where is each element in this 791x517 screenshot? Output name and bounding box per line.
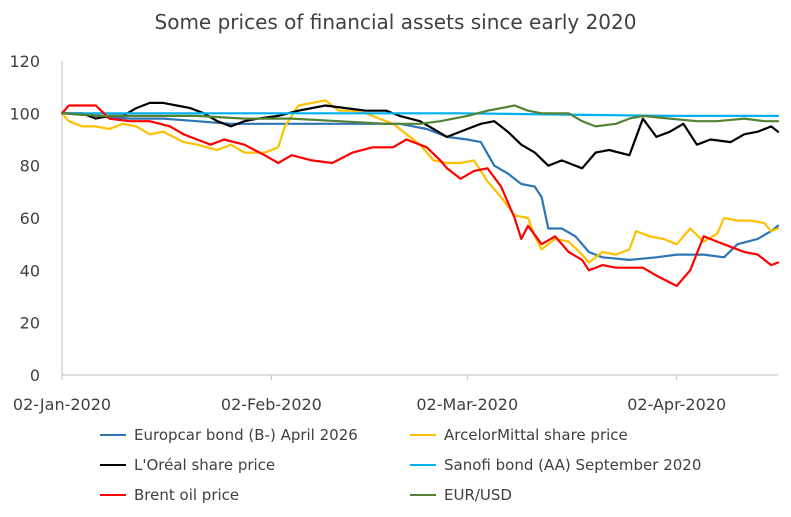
legend-swatch <box>410 434 436 436</box>
y-tick-label: 40 <box>20 261 40 280</box>
y-tick-label: 0 <box>30 366 40 385</box>
series-line-2 <box>60 99 780 264</box>
legend-item: Europcar bond (B-) April 2026 <box>100 424 358 446</box>
legend-swatch <box>100 464 126 466</box>
x-axis: 02-Jan-2020 02-Feb-2020 02-Mar-2020 02-Apr-… <box>13 374 778 414</box>
legend-item: Brent oil price <box>100 484 239 506</box>
legend-label: EUR/USD <box>444 486 512 504</box>
y-axis: 0 20 40 60 80 100 120 <box>9 52 63 385</box>
series-line-3 <box>60 101 780 170</box>
legend-label: ArcelorMittal share price <box>444 426 628 444</box>
x-tick-label: 02-Jan-2020 <box>13 395 111 414</box>
y-tick-label: 20 <box>20 314 40 333</box>
series-line-4 <box>60 112 780 118</box>
legend-swatch <box>410 464 436 466</box>
x-tick-label: 02-Mar-2020 <box>416 395 518 414</box>
series-line-5 <box>60 104 780 288</box>
legend-label: Brent oil price <box>134 486 240 504</box>
y-tick-label: 100 <box>9 104 40 123</box>
legend-label: Sanofi bond (AA) September 2020 <box>444 456 702 474</box>
legend-item: L'Oréal share price <box>100 454 275 476</box>
legend-item: Sanofi bond (AA) September 2020 <box>410 454 701 476</box>
legend-item: ArcelorMittal share price <box>410 424 628 446</box>
series-layer <box>60 99 780 288</box>
x-tick-label: 02-Feb-2020 <box>221 395 322 414</box>
series-line-6 <box>60 104 780 128</box>
legend-swatch <box>410 494 436 496</box>
legend-label: Europcar bond (B-) April 2026 <box>134 426 358 444</box>
legend-swatch <box>100 494 126 496</box>
chart-title: Some prices of financial assets since ea… <box>154 10 637 34</box>
y-tick-label: 80 <box>20 157 40 176</box>
y-tick-label: 60 <box>20 209 40 228</box>
series-line-1 <box>60 112 780 261</box>
x-tick-label: 02-Apr-2020 <box>627 395 726 414</box>
legend-swatch <box>100 434 126 436</box>
legend-label: L'Oréal share price <box>134 456 276 474</box>
legend-item: EUR/USD <box>410 484 512 506</box>
y-tick-label: 120 <box>9 52 40 71</box>
